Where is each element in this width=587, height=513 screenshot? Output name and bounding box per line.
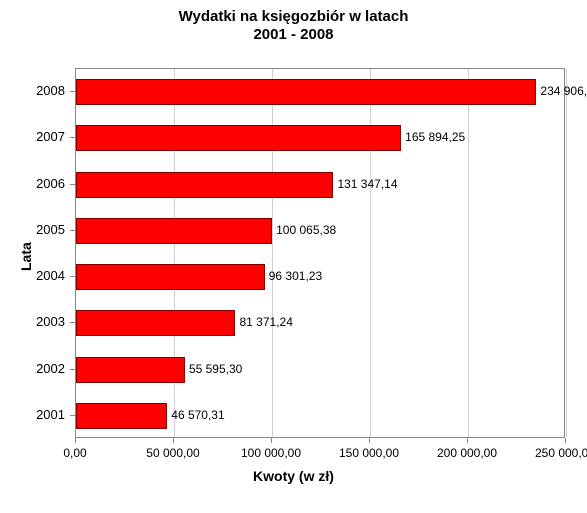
bar-value-label: 96 301,23 — [269, 269, 322, 283]
gridline — [370, 69, 371, 437]
y-tick-mark — [70, 91, 75, 92]
x-tick-mark — [565, 438, 566, 443]
y-tick-label: 2008 — [36, 83, 65, 98]
bar-value-label: 81 371,24 — [239, 315, 292, 329]
x-tick-mark — [271, 438, 272, 443]
bar-value-label: 165 894,25 — [405, 130, 465, 144]
y-tick-label: 2003 — [36, 314, 65, 329]
bar-value-label: 55 595,30 — [189, 362, 242, 376]
bar — [76, 79, 536, 105]
bar — [76, 125, 401, 151]
y-tick-mark — [70, 184, 75, 185]
y-tick-label: 2001 — [36, 407, 65, 422]
gridline — [272, 69, 273, 437]
y-tick-mark — [70, 322, 75, 323]
x-tick-label: 150 000,00 — [339, 446, 399, 460]
bar — [76, 357, 185, 383]
bar — [76, 218, 272, 244]
x-axis-label: Kwoty (w zł) — [0, 468, 587, 484]
bar-value-label: 234 906,45 — [540, 84, 587, 98]
bar-value-label: 46 570,31 — [171, 408, 224, 422]
chart-title-line2: 2001 - 2008 — [0, 26, 587, 44]
y-tick-mark — [70, 230, 75, 231]
x-tick-label: 100 000,00 — [241, 446, 301, 460]
bar-value-label: 100 065,38 — [276, 223, 336, 237]
x-tick-label: 50 000,00 — [146, 446, 199, 460]
chart-title: Wydatki na księgozbiór w latach 2001 - 2… — [0, 0, 587, 44]
y-axis-label: Lata — [18, 242, 34, 271]
gridline — [468, 69, 469, 437]
x-tick-label: 0,00 — [63, 446, 86, 460]
y-tick-mark — [70, 369, 75, 370]
bar — [76, 310, 235, 336]
y-tick-label: 2007 — [36, 129, 65, 144]
bar-value-label: 131 347,14 — [337, 177, 397, 191]
bar — [76, 403, 167, 429]
chart-container: Wydatki na księgozbiór w latach 2001 - 2… — [0, 0, 587, 513]
plot-area: 234 906,45165 894,25131 347,14100 065,38… — [75, 68, 565, 438]
y-tick-mark — [70, 276, 75, 277]
y-tick-label: 2005 — [36, 222, 65, 237]
x-tick-mark — [75, 438, 76, 443]
x-tick-mark — [467, 438, 468, 443]
y-tick-mark — [70, 415, 75, 416]
x-tick-label: 250 000,00 — [535, 446, 587, 460]
y-tick-label: 2004 — [36, 268, 65, 283]
x-tick-mark — [369, 438, 370, 443]
gridline — [566, 69, 567, 437]
x-tick-label: 200 000,00 — [437, 446, 497, 460]
y-tick-mark — [70, 137, 75, 138]
bar — [76, 172, 333, 198]
x-tick-mark — [173, 438, 174, 443]
chart-title-line1: Wydatki na księgozbiór w latach — [0, 8, 587, 26]
bar — [76, 264, 265, 290]
y-tick-label: 2006 — [36, 176, 65, 191]
y-tick-label: 2002 — [36, 361, 65, 376]
